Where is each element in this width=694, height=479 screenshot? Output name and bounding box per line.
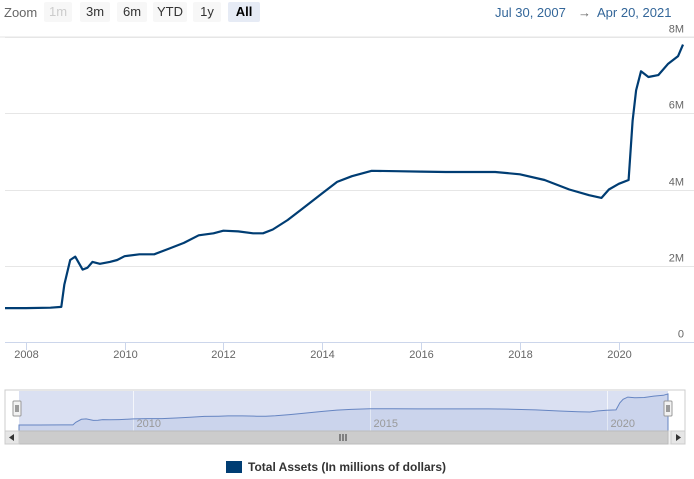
navigator-tick-label: 2010 — [137, 418, 161, 430]
scrollbar-grip-icon — [339, 434, 347, 441]
scrollbar[interactable] — [4, 430, 686, 445]
legend-label: Total Assets (In millions of dollars) — [248, 460, 447, 474]
navigator-tick-label: 2015 — [374, 418, 398, 430]
zoom-3m-button[interactable]: 3m — [80, 2, 110, 22]
navigator-left-handle[interactable] — [12, 400, 22, 417]
zoom-ytd-button[interactable]: YTD — [153, 2, 187, 22]
zoom-label: Zoom — [4, 5, 38, 20]
series-line-total-assets[interactable] — [5, 44, 685, 310]
range-from-input[interactable]: Jul 30, 2007 — [495, 5, 566, 20]
x-tick-label: 2020 — [607, 349, 631, 361]
legend-item-total-assets[interactable]: Total Assets (In millions of dollars) — [226, 459, 446, 475]
x-tick-label: 2008 — [14, 349, 38, 361]
navigator-x-axis: 2010 2015 2020 — [137, 418, 635, 430]
zoom-6m-button[interactable]: 6m — [117, 2, 147, 22]
y-tick-label: 4M — [669, 177, 684, 189]
range-to-input[interactable]: Apr 20, 2021 — [597, 5, 672, 20]
range-selector-toolbar: Zoom 1m 3m 6m YTD 1y All Jul 30, 2007 → … — [0, 0, 694, 26]
grid-lines — [5, 37, 694, 343]
navigator-series-area — [18, 393, 669, 432]
x-tick-label: 2010 — [113, 349, 137, 361]
y-tick-label: 6M — [669, 100, 684, 112]
x-tick-label: 2016 — [409, 349, 433, 361]
navigator-grid — [133, 391, 608, 431]
x-tick-label: 2012 — [211, 349, 235, 361]
arrow-left-icon — [9, 434, 14, 441]
range-separator: → — [578, 5, 591, 20]
x-axis: 2008 2010 2012 2014 2016 2018 2020 — [5, 342, 694, 361]
legend-swatch — [226, 461, 242, 473]
navigator-right-handle[interactable] — [663, 400, 673, 417]
y-tick-label: 0 — [678, 329, 684, 341]
y-tick-label: 2M — [669, 253, 684, 265]
navigator-tick-label: 2020 — [611, 418, 635, 430]
zoom-1m-button[interactable]: 1m — [44, 2, 72, 22]
arrow-right-icon — [676, 434, 681, 441]
x-tick-label: 2014 — [310, 349, 334, 361]
navigator[interactable]: 2010 2015 2020 — [4, 389, 686, 432]
zoom-all-button[interactable]: All — [228, 2, 260, 22]
y-axis: 0 2M 4M 6M 8M — [669, 24, 684, 341]
x-tick-label: 2018 — [508, 349, 532, 361]
chart-canvas: 0 2M 4M 6M 8M 2008 2010 2012 2014 2016 2018 2020 2… — [0, 24, 694, 445]
y-tick-label: 8M — [669, 24, 684, 36]
zoom-1y-button[interactable]: 1y — [193, 2, 221, 22]
